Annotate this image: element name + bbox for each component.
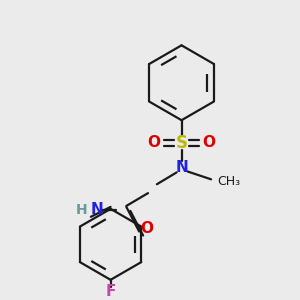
- Text: O: O: [147, 135, 161, 150]
- Text: N: N: [175, 160, 188, 175]
- Text: F: F: [105, 284, 116, 299]
- Text: H: H: [75, 203, 87, 217]
- Text: O: O: [140, 221, 154, 236]
- Text: S: S: [176, 134, 188, 152]
- Text: CH₃: CH₃: [217, 175, 240, 188]
- Text: O: O: [202, 135, 216, 150]
- Text: N: N: [91, 202, 103, 217]
